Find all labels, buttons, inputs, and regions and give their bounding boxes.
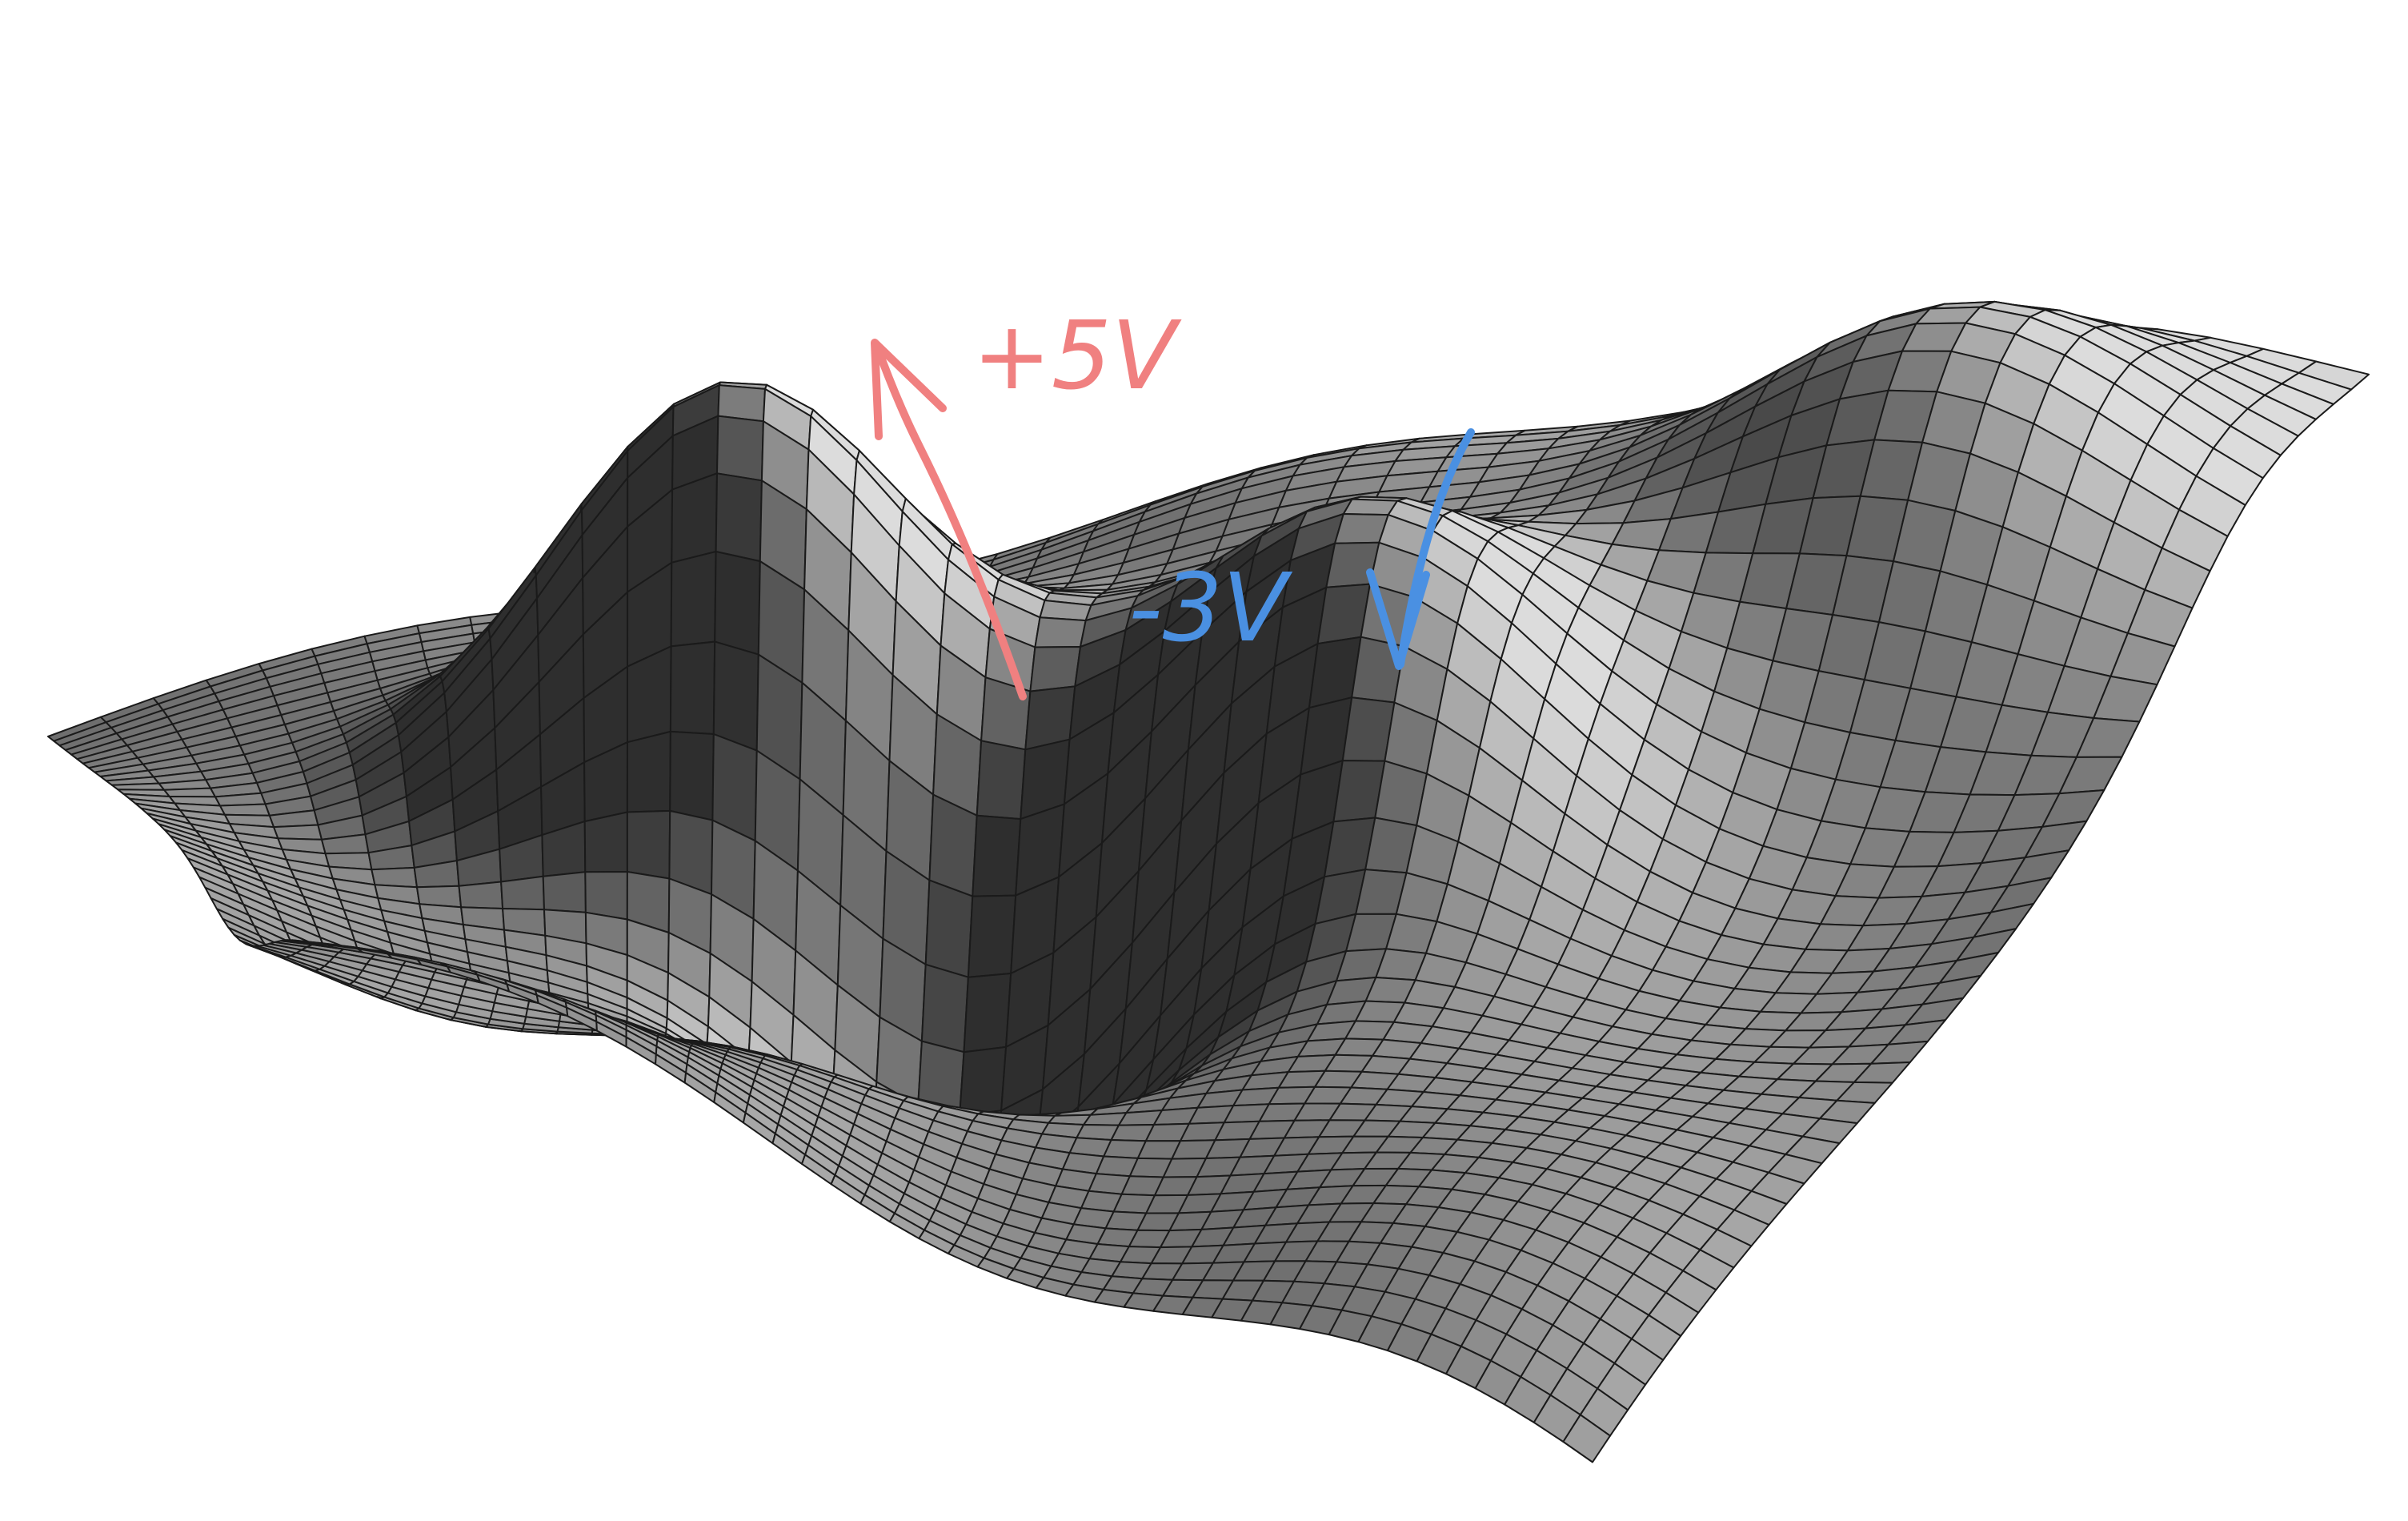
surface-mesh-cell	[626, 730, 671, 813]
negative-arrow-head	[1366, 568, 1430, 670]
surface-mesh-cell	[583, 811, 628, 873]
surface-mesh-cell	[959, 1045, 1008, 1117]
surface-mesh-cell	[626, 809, 671, 880]
surface-mesh-cell	[500, 875, 545, 911]
wireframe-surface	[47, 300, 2370, 1463]
surface-mesh-cell	[967, 894, 1017, 978]
positive-arrow	[872, 340, 1027, 700]
surface-mesh-cell	[458, 881, 504, 909]
surface-mesh-cell	[717, 384, 766, 423]
surface-mesh-cell	[963, 973, 1012, 1053]
surface-mesh-cell	[715, 472, 763, 563]
surface-mesh-cell	[1034, 616, 1087, 648]
surface-mesh-cell	[163, 787, 216, 798]
positive-arrow-head	[871, 339, 947, 440]
surface-mesh-cell	[972, 814, 1022, 897]
surface-mesh-cell	[714, 551, 761, 656]
surface-mesh-cell	[669, 640, 716, 735]
surface-mesh-cell	[669, 730, 715, 821]
surface-mesh-cell	[584, 871, 628, 921]
surface-mesh-cell	[273, 824, 323, 841]
surface-mesh-cell	[924, 879, 974, 978]
surface-mesh-cell	[542, 871, 587, 913]
surface-mesh-cell	[920, 963, 969, 1053]
surface-mesh-cell	[671, 472, 718, 564]
surface-mesh-cell	[219, 803, 270, 817]
surface-mesh-cell	[1029, 646, 1081, 692]
positive-voltage-label: +5V	[972, 300, 1182, 411]
surface-mesh-cell	[1562, 1414, 1611, 1463]
surface-mesh-cell	[976, 740, 1027, 821]
annotations: +5V -3V	[871, 300, 1475, 700]
surface-mesh-cell	[712, 640, 759, 752]
negative-voltage-label: -3V	[1128, 552, 1293, 663]
surface-mesh-cell	[716, 415, 764, 482]
surface-mesh-cell	[670, 551, 717, 648]
